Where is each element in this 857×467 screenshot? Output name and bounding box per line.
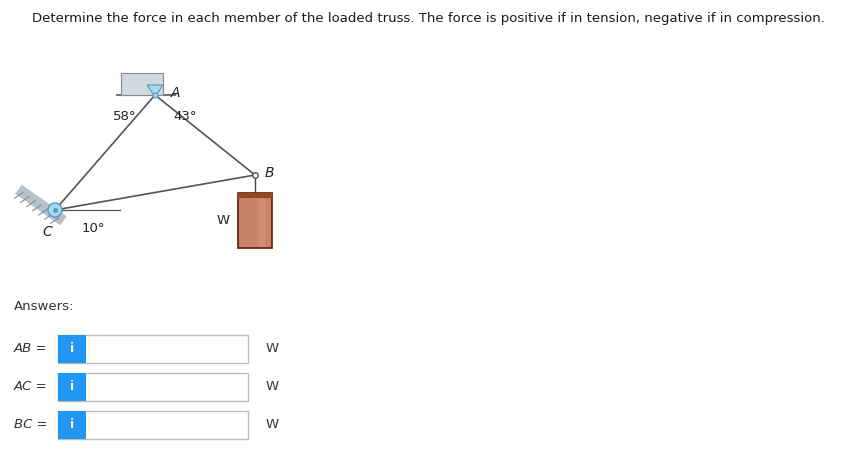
Text: C: C <box>42 225 52 239</box>
Text: 43°: 43° <box>173 111 197 123</box>
Bar <box>58 335 248 363</box>
Bar <box>238 193 272 248</box>
Text: AB =: AB = <box>14 342 48 355</box>
Bar <box>58 411 248 439</box>
Text: A: A <box>171 86 181 100</box>
Text: i: i <box>70 381 74 394</box>
Bar <box>259 194 265 247</box>
Text: 10°: 10° <box>81 221 105 234</box>
Text: BC =: BC = <box>14 418 48 432</box>
Bar <box>58 373 248 401</box>
Bar <box>238 193 272 198</box>
Text: W: W <box>266 342 279 355</box>
Text: 58°: 58° <box>113 111 137 123</box>
Text: Answers:: Answers: <box>14 300 75 313</box>
Text: W: W <box>217 214 230 227</box>
Text: i: i <box>70 418 74 432</box>
Text: B: B <box>265 166 274 180</box>
Bar <box>58 411 86 439</box>
Text: W: W <box>266 418 279 432</box>
Bar <box>58 335 86 363</box>
Text: AC =: AC = <box>14 381 48 394</box>
Text: i: i <box>70 342 74 355</box>
Polygon shape <box>147 85 163 97</box>
Bar <box>58 373 86 401</box>
Circle shape <box>48 203 62 217</box>
Text: Determine the force in each member of the loaded truss. The force is positive if: Determine the force in each member of th… <box>32 12 825 25</box>
Text: W: W <box>266 381 279 394</box>
FancyBboxPatch shape <box>121 73 163 95</box>
